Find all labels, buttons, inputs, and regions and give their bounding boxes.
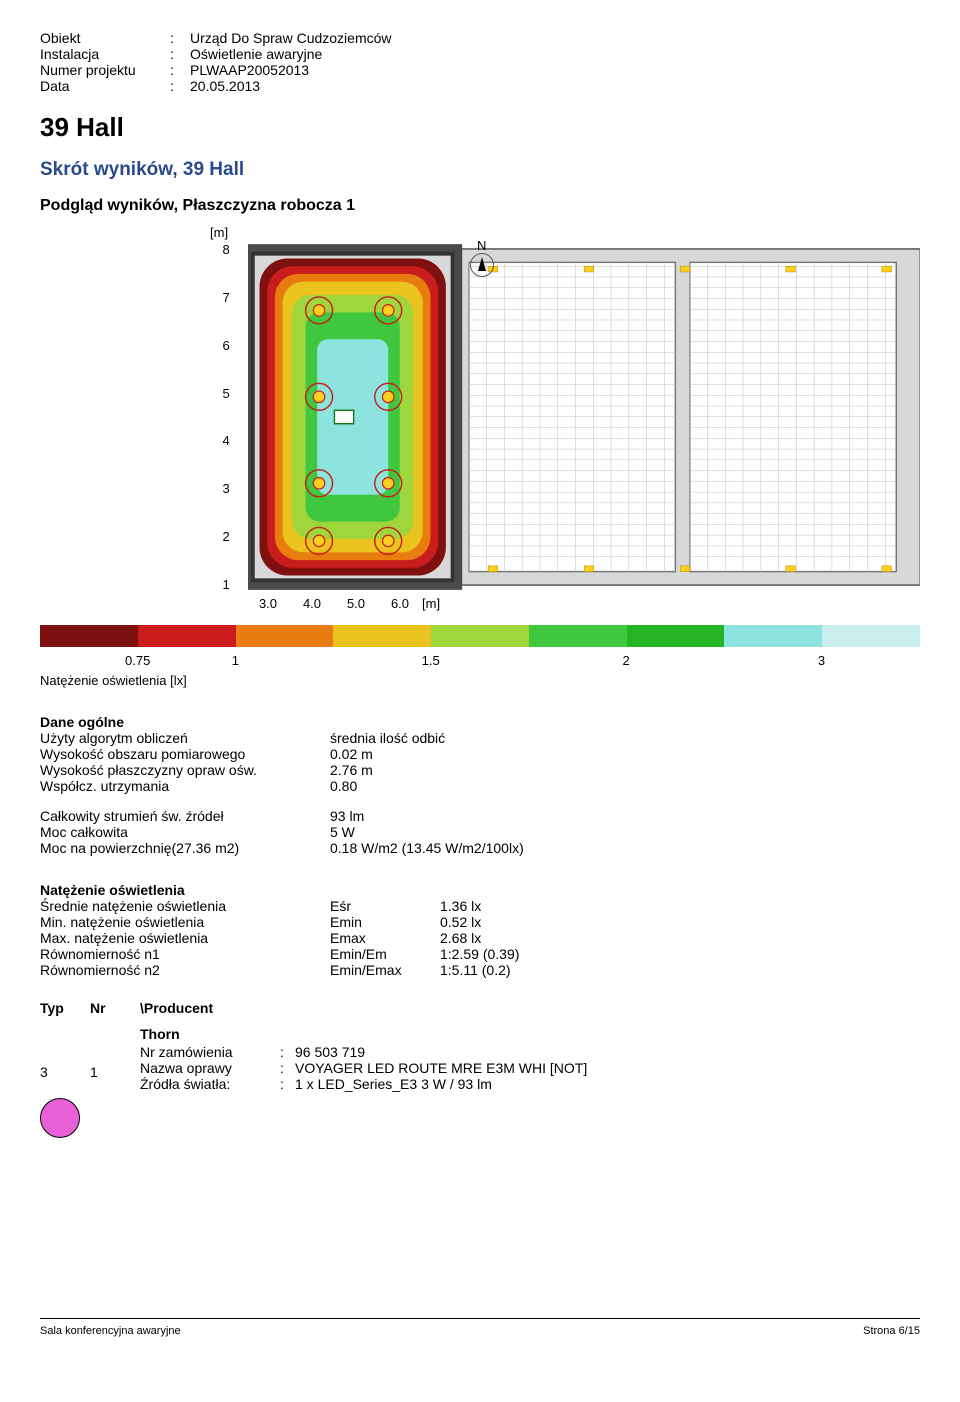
general-data-section: Dane ogólne Użyty algorytm obliczeńśredn… <box>40 714 920 856</box>
data-symbol: Eśr <box>330 898 440 914</box>
header-label: Numer projektu <box>40 62 170 78</box>
data-symbol: Emax <box>330 930 440 946</box>
section-subtitle2: Podgląd wyników, Płaszczyzna robocza 1 <box>40 197 920 215</box>
data-label: Równomierność n1 <box>40 946 330 962</box>
x-tick: 4.0 <box>290 596 334 611</box>
data-label: Wysokość obszaru pomiarowego <box>40 746 330 762</box>
data-value: 0.18 W/m2 (13.45 W/m2/100lx) <box>330 840 524 856</box>
y-tick: 5 <box>222 386 229 401</box>
data-label: Równomierność n2 <box>40 962 330 978</box>
section-heading: Natężenie oświetlenia <box>40 882 920 898</box>
prod-value: 1 x LED_Series_E3 3 W / 93 lm <box>295 1076 492 1092</box>
project-header: Obiekt:Urząd Do Spraw Cudzoziemców Insta… <box>40 30 920 94</box>
data-value: 2.68 lx <box>440 930 481 946</box>
data-label: Użyty algorytm obliczeń <box>40 730 330 746</box>
header-label: Obiekt <box>40 30 170 46</box>
data-symbol: Emin/Emax <box>330 962 440 978</box>
data-value: 0.80 <box>330 778 357 794</box>
floorplan-svg <box>248 242 920 592</box>
x-tick: 6.0 <box>378 596 422 611</box>
data-value: 0.52 lx <box>440 914 481 930</box>
y-tick: 3 <box>222 481 229 496</box>
data-label: Wysokość płaszczyzny opraw ośw. <box>40 762 330 778</box>
floorplan-figure: [m] 8 7 6 5 4 3 2 1 N 3.0 4.0 5.0 6.0 [m… <box>40 225 920 688</box>
data-value: 1:2.59 (0.39) <box>440 946 519 962</box>
data-value: 1:5.11 (0.2) <box>440 962 511 978</box>
data-value: 0.02 m <box>330 746 373 762</box>
header-label: Data <box>40 78 170 94</box>
header-label: Instalacja <box>40 46 170 62</box>
data-symbol: Emin/Em <box>330 946 440 962</box>
x-axis: 3.0 4.0 5.0 6.0 [m] <box>246 596 920 611</box>
nr-num: 1 <box>90 1026 140 1080</box>
data-value: 1.36 lx <box>440 898 481 914</box>
typ-num: 3 <box>40 1026 90 1138</box>
luminaire-row: 3 1 Thorn Nr zamówienia:96 503 719 Nazwa… <box>40 1026 920 1138</box>
compass: N <box>470 238 494 277</box>
data-label: Max. natężenie oświetlenia <box>40 930 330 946</box>
luminaire-table-header: Typ Nr \Producent <box>40 1000 920 1016</box>
data-symbol: Emin <box>330 914 440 930</box>
producer-name: Thorn <box>140 1026 920 1042</box>
y-tick: 6 <box>222 338 229 353</box>
data-label: Min. natężenie oświetlenia <box>40 914 330 930</box>
prod-label: Źródła światła: <box>140 1076 280 1092</box>
y-tick: 4 <box>222 433 229 448</box>
data-label: Całkowity strumień św. źródeł <box>40 808 330 824</box>
prod-value: VOYAGER LED ROUTE MRE E3M WHI [NOT] <box>295 1060 587 1076</box>
y-tick: 7 <box>222 290 229 305</box>
y-tick: 1 <box>222 577 229 592</box>
data-label: Moc na powierzchnię(27.36 m2) <box>40 840 330 856</box>
header-value: 20.05.2013 <box>190 78 260 94</box>
header-value: Urząd Do Spraw Cudzoziemców <box>190 30 392 46</box>
col-producer: \Producent <box>140 1000 213 1016</box>
data-label: Moc całkowita <box>40 824 330 840</box>
section-heading: Dane ogólne <box>40 714 920 730</box>
col-typ: Typ <box>40 1000 90 1016</box>
data-value: 2.76 m <box>330 762 373 778</box>
illuminance-section: Natężenie oświetlenia Średnie natężenie … <box>40 882 920 978</box>
legend-colorbar <box>40 625 920 647</box>
data-value: średnia ilość odbić <box>330 730 445 746</box>
data-value: 5 W <box>330 824 355 840</box>
y-tick: 2 <box>222 529 229 544</box>
col-nr: Nr <box>90 1000 140 1016</box>
producer-block: Thorn Nr zamówienia:96 503 719 Nazwa opr… <box>140 1026 920 1092</box>
page-footer: Sala konferencyjna awaryjne Strona 6/15 <box>40 1318 920 1337</box>
section-subtitle: Skrót wyników, 39 Hall <box>40 159 920 181</box>
x-axis-unit: [m] <box>422 596 452 611</box>
luminaire-icon <box>40 1098 80 1138</box>
floorplan: N <box>248 242 920 592</box>
y-tick: 8 <box>222 242 229 257</box>
data-value: 93 lm <box>330 808 364 824</box>
header-value: Oświetlenie awaryjne <box>190 46 322 62</box>
header-value: PLWAAP20052013 <box>190 62 309 78</box>
prod-label: Nazwa oprawy <box>140 1060 280 1076</box>
legend-caption: Natężenie oświetlenia [lx] <box>40 673 920 688</box>
footer-left: Sala konferencyjna awaryjne <box>40 1325 181 1337</box>
x-tick: 3.0 <box>246 596 290 611</box>
y-axis: 8 7 6 5 4 3 2 1 <box>222 242 247 592</box>
data-label: Współcz. utrzymania <box>40 778 330 794</box>
prod-label: Nr zamówienia <box>140 1044 280 1060</box>
legend-ticks: 0.7511.523 <box>40 653 920 671</box>
footer-right: Strona 6/15 <box>863 1325 920 1337</box>
data-label: Średnie natężenie oświetlenia <box>40 898 330 914</box>
compass-label: N <box>470 238 494 253</box>
prod-value: 96 503 719 <box>295 1044 365 1060</box>
page-title: 39 Hall <box>40 112 920 143</box>
x-tick: 5.0 <box>334 596 378 611</box>
